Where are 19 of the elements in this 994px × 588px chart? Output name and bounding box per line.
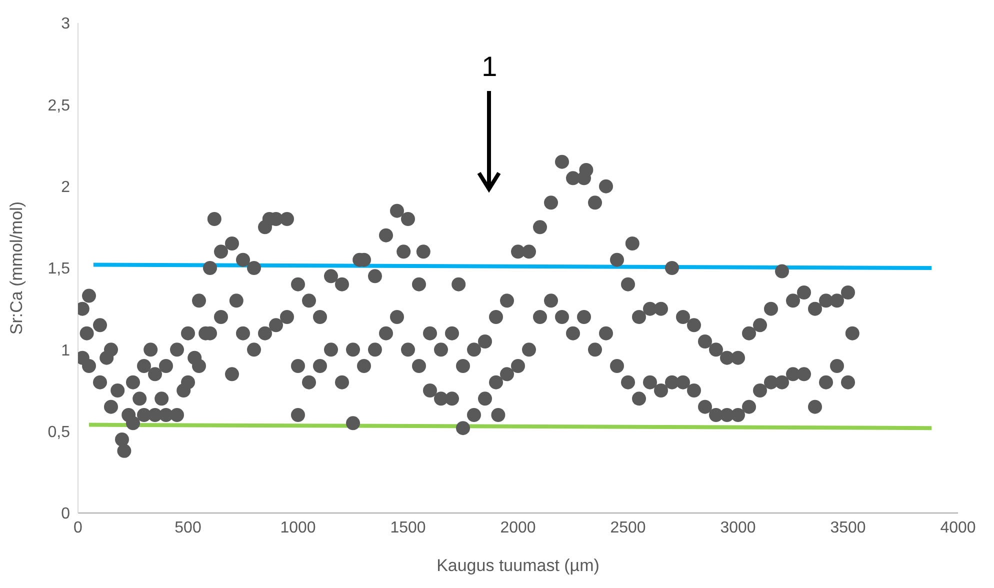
y-tick-label: 0 (61, 506, 70, 523)
y-tick-label: 0,5 (48, 424, 70, 442)
y-axis-title: Sr:Ca (mmol/mol) (7, 201, 26, 335)
y-tick-label: 1 (61, 342, 70, 360)
y-tick-label: 2,5 (48, 97, 70, 114)
x-tick-label: 2500 (610, 519, 646, 536)
x-tick-label: 3500 (830, 519, 866, 536)
y-tick-label: 1,5 (48, 260, 70, 278)
x-tick-label: 1500 (390, 519, 426, 536)
y-tick-label: 2 (61, 179, 70, 196)
x-tick-label: 3000 (720, 519, 756, 536)
x-tick-label: 1000 (280, 519, 316, 536)
x-tick-label: 0 (74, 519, 83, 536)
y-tick-label: 3 (61, 16, 70, 33)
x-tick-label: 4000 (940, 519, 976, 536)
x-tick-label: 2000 (500, 519, 536, 536)
x-tick-label: 500 (174, 519, 202, 536)
x-axis-title: Kaugus tuumast (µm) (436, 556, 600, 575)
annotation: 1 (480, 50, 498, 83)
